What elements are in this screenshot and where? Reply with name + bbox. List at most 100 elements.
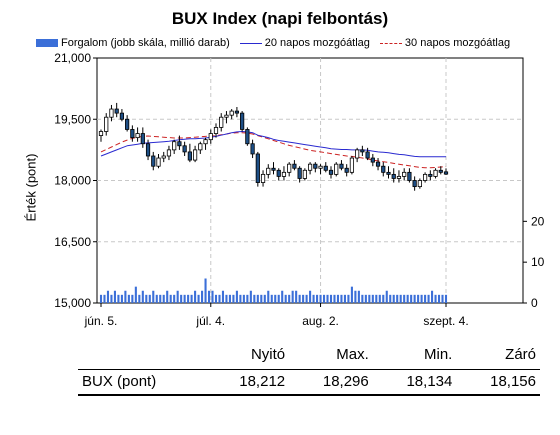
candle-body: [98, 131, 104, 136]
ma20-line: [100, 130, 446, 158]
y2-tick-label: 20: [531, 214, 545, 228]
candle-body: [224, 114, 229, 118]
candle-body: [443, 171, 449, 175]
volume-bar: [145, 294, 148, 303]
candle-body: [417, 180, 422, 188]
candle-body: [438, 169, 443, 173]
volume-bar: [336, 294, 340, 303]
volume-bar: [403, 294, 406, 303]
candle-body: [182, 145, 187, 153]
volume-bar: [375, 294, 378, 303]
volume-bar: [197, 294, 200, 303]
volume-bar: [378, 294, 381, 303]
x-tick-label: aug. 2.: [302, 314, 339, 328]
volume-bar: [246, 294, 249, 303]
candle-body: [198, 143, 203, 151]
volume-bar: [131, 294, 134, 303]
summary-header-open: Nyitó: [250, 346, 286, 363]
volume-bar: [364, 294, 367, 303]
candle-body: [402, 171, 407, 177]
candle-body: [339, 163, 344, 169]
volume-bar: [239, 294, 242, 303]
volume-bar: [288, 294, 291, 303]
volume-bar: [302, 294, 305, 303]
y-tick-label: 18,000: [54, 174, 91, 188]
volume-bar: [319, 294, 322, 303]
legend-item-ma20: 20 napos mozgóátlag: [239, 37, 370, 49]
volume-bar: [267, 290, 270, 303]
candle-body: [145, 143, 151, 157]
candle-body: [245, 129, 250, 145]
volume-bar: [417, 294, 420, 303]
volume-bar: [120, 294, 123, 303]
volume-bar: [281, 290, 284, 303]
x-tick-label: jún. 5.: [84, 314, 118, 328]
volume-bar: [431, 290, 434, 303]
candle-body: [130, 129, 135, 139]
legend-label-ma30: 30 napos mozgóátlag: [404, 37, 511, 49]
candle-body: [213, 127, 219, 134]
candle-body: [172, 141, 177, 151]
volume-bar: [152, 290, 155, 303]
volume-bar: [277, 294, 280, 303]
volume-bar: [162, 294, 165, 303]
volume-bar: [347, 294, 350, 303]
y2-tick-label: 0: [531, 296, 538, 310]
candle-body: [334, 163, 339, 175]
candle-body: [151, 155, 156, 167]
volume-bar: [406, 294, 409, 303]
candle-body: [276, 169, 281, 177]
volume-bar: [99, 294, 103, 303]
chart-title: BUX Index (napi felbontás): [171, 9, 389, 28]
candle-body: [396, 176, 402, 179]
candle-body: [266, 167, 271, 175]
legend-swatch-volume: [36, 39, 58, 47]
volume-bar: [169, 294, 172, 303]
volume-bar: [176, 290, 179, 303]
volume-bar: [110, 294, 113, 303]
candle-body: [140, 133, 145, 145]
candle-body: [281, 171, 287, 177]
volume-bar: [113, 290, 116, 303]
volume-bar: [242, 294, 245, 303]
candle-body: [313, 163, 318, 169]
volume-bar: [326, 294, 329, 303]
volume-bar: [441, 294, 444, 303]
candle-body: [287, 163, 292, 173]
volume-bar: [106, 290, 110, 303]
y-tick-label: 16,500: [54, 235, 91, 249]
volume-bar: [389, 294, 392, 303]
volume-bar: [343, 294, 346, 303]
volume-bar: [221, 290, 225, 303]
summary-value-max: 18,296: [289, 369, 373, 396]
candle-body: [240, 112, 245, 130]
candle-body: [344, 167, 349, 173]
volume-bar: [235, 290, 238, 303]
volume-bar: [309, 290, 312, 303]
candle-body: [428, 173, 433, 177]
volume-bar: [166, 290, 169, 303]
volume-bar: [437, 294, 441, 303]
volume-bar: [340, 294, 343, 303]
candle-body: [391, 173, 396, 179]
volume-bar: [124, 290, 127, 303]
candle-body: [203, 139, 208, 145]
volume-bar: [211, 290, 214, 303]
candle-body: [365, 151, 370, 159]
volume-bar: [371, 294, 374, 303]
candle-body: [208, 133, 213, 141]
summary-value-open: 18,212: [205, 369, 290, 396]
volume-bar: [159, 294, 162, 303]
volume-bar: [420, 294, 423, 303]
summary-header-min: Min.: [424, 346, 453, 363]
candle-body: [255, 153, 260, 183]
volume-bar: [427, 294, 430, 303]
legend-item-volume: Forgalom (jobb skála, millió darab): [36, 37, 230, 49]
legend-swatch-ma30: [379, 42, 402, 44]
candle-body: [412, 180, 417, 188]
volume-bar: [291, 290, 294, 303]
candle-body: [297, 167, 302, 179]
volume-bar: [354, 290, 357, 303]
y-tick-label: 21,000: [54, 51, 91, 65]
candle-body: [349, 157, 355, 173]
